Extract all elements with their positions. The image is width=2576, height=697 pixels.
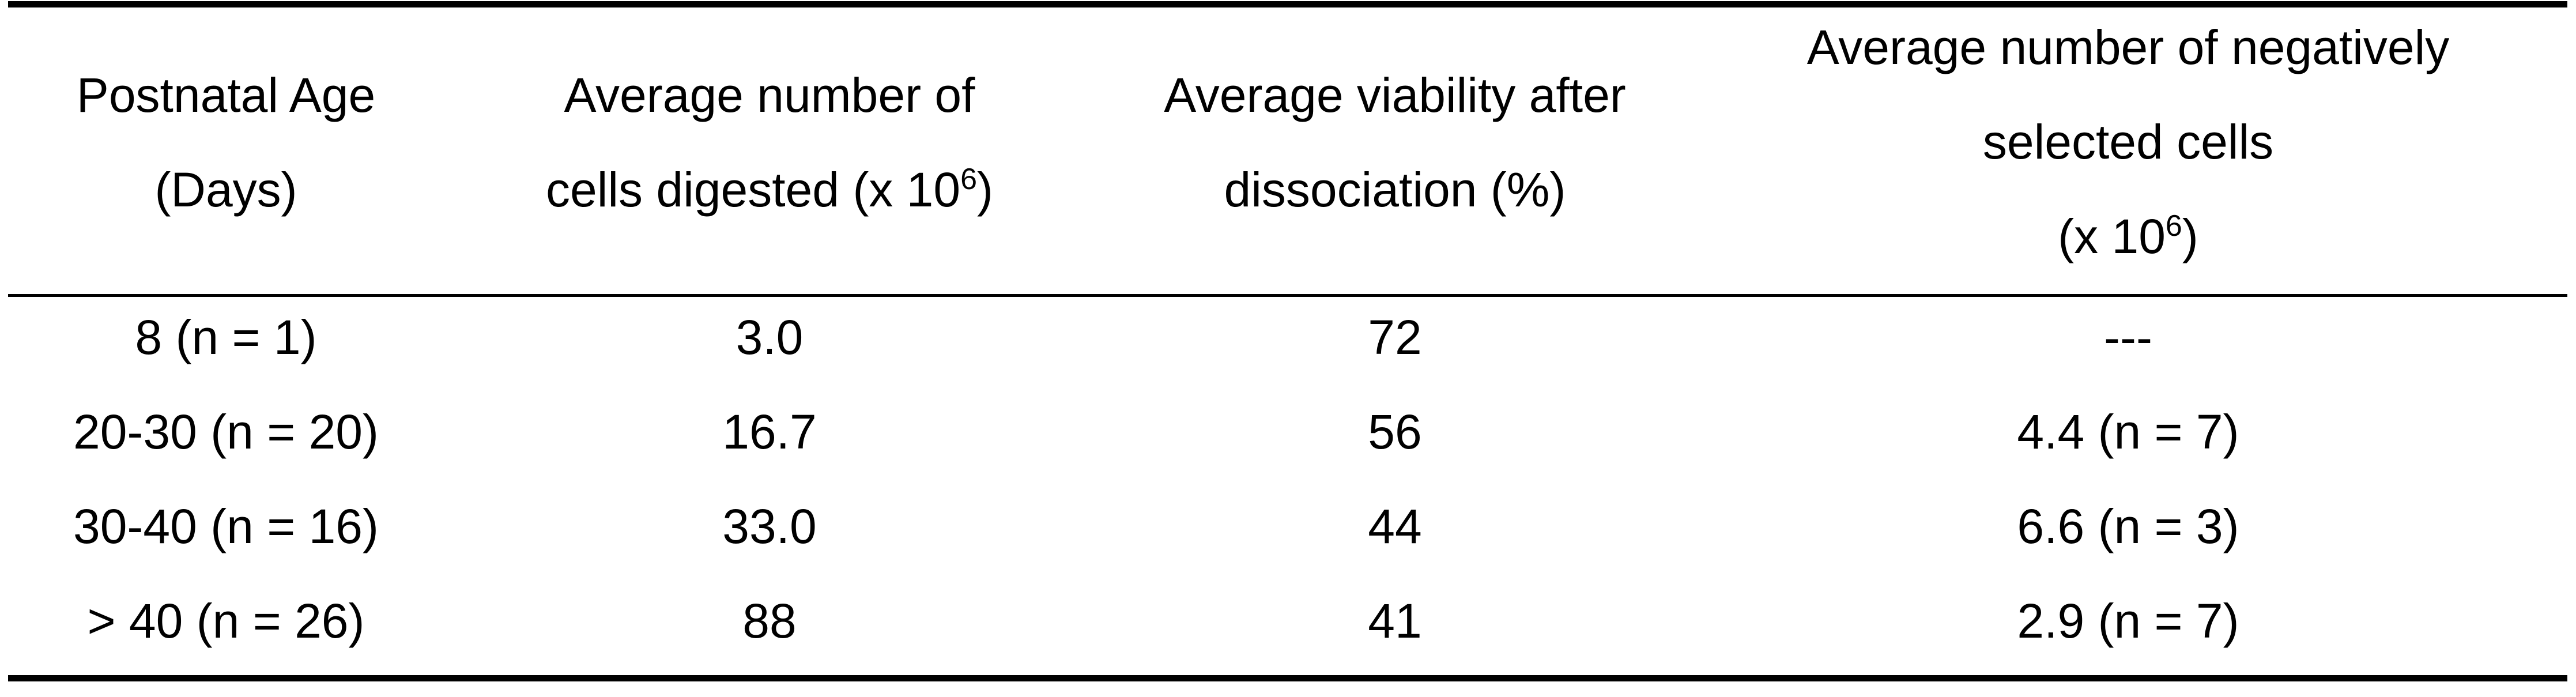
table-cell-negatively-selected: --- <box>2104 310 2152 364</box>
header-line: dissociation (%) <box>1224 163 1566 217</box>
header-superscript: 6 <box>2165 209 2182 243</box>
header-line: cells digested (x 106) <box>493 142 1046 237</box>
table-cell-viability: 56 <box>1368 405 1422 459</box>
top-rule <box>8 1 2567 7</box>
bottom-rule <box>8 675 2567 681</box>
header-text: (x 10 <box>2058 209 2166 263</box>
header-text: ) <box>976 163 993 217</box>
header-line: Average viability after <box>1164 68 1626 122</box>
table-cell-cells-digested: 33.0 <box>722 499 817 553</box>
header-text: cells digested (x 10 <box>546 163 961 217</box>
table-cell-negatively-selected: 4.4 (n = 7) <box>2017 405 2239 459</box>
table-cell-cells-digested: 3.0 <box>736 310 804 364</box>
header-line: (x 106) <box>1736 189 2520 284</box>
header-line: Average number of <box>564 68 975 122</box>
table-cell-cells-digested: 88 <box>742 594 797 648</box>
table-cell-negatively-selected: 2.9 (n = 7) <box>2017 594 2239 648</box>
table-cell-age: > 40 (n = 26) <box>87 594 365 648</box>
table-cell-viability: 44 <box>1368 499 1422 553</box>
header-viability: Average viability after dissociation (%) <box>1095 48 1695 237</box>
header-superscript: 6 <box>960 163 977 196</box>
header-rule <box>8 294 2567 297</box>
header-line: (Days) <box>154 163 297 217</box>
table-cell-age: 20-30 (n = 20) <box>73 405 379 459</box>
header-line: selected cells <box>1982 115 2274 169</box>
table-cell-viability: 41 <box>1368 594 1422 648</box>
header-text: ) <box>2182 209 2198 263</box>
table-cell-viability: 72 <box>1368 310 1422 364</box>
header-line: Postnatal Age <box>76 68 376 122</box>
table-cell-cells-digested: 16.7 <box>722 405 817 459</box>
table-cell-negatively-selected: 6.6 (n = 3) <box>2017 499 2239 553</box>
header-cells-digested: Average number of cells digested (x 106) <box>493 48 1046 237</box>
header-postnatal-age: Postnatal Age (Days) <box>7 48 445 237</box>
table-cell-age: 30-40 (n = 16) <box>73 499 379 553</box>
table-cell-age: 8 (n = 1) <box>135 310 317 364</box>
header-negatively-selected: Average number of negatively selected ce… <box>1736 0 2520 284</box>
header-line: Average number of negatively <box>1806 20 2450 74</box>
